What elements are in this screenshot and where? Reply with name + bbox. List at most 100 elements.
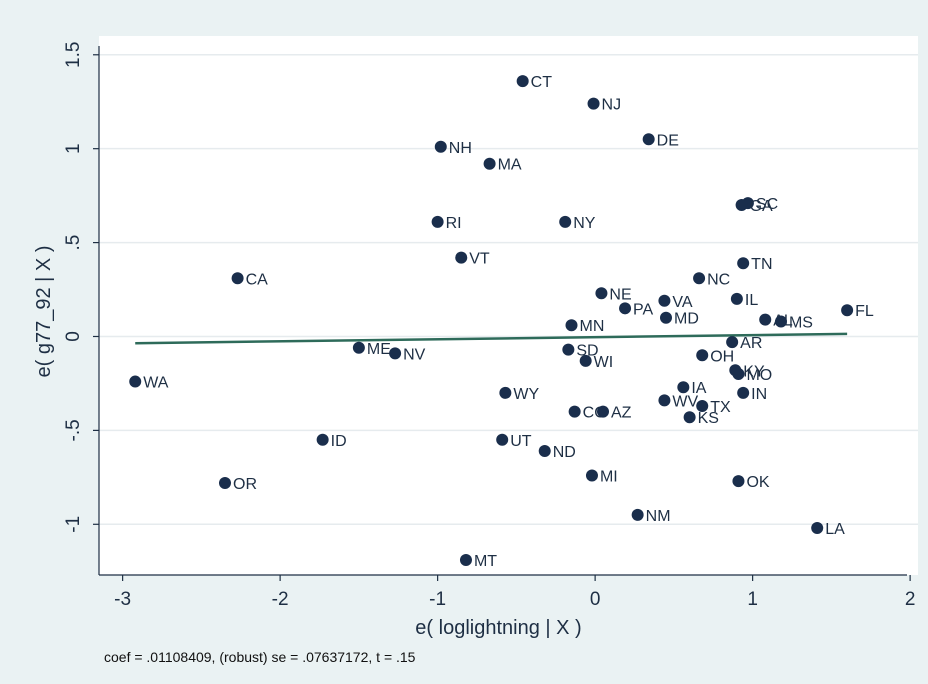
data-point	[538, 445, 551, 458]
plot-area	[99, 36, 918, 575]
data-point	[568, 405, 581, 418]
point-label: MD	[674, 311, 699, 328]
point-label: TX	[710, 399, 731, 416]
data-point	[732, 368, 745, 381]
data-point	[389, 347, 402, 360]
data-point	[585, 469, 598, 482]
data-point	[658, 394, 671, 407]
data-point	[434, 140, 447, 153]
point-label: OH	[710, 348, 734, 365]
y-tick-label: 1	[63, 143, 84, 154]
point-label: SC	[756, 196, 778, 213]
x-tick-label: 0	[590, 589, 601, 610]
regression-note: coef = .01108409, (robust) se = .0763717…	[104, 649, 416, 665]
data-point	[431, 215, 444, 228]
point-label: OR	[233, 476, 257, 493]
data-point	[693, 272, 706, 285]
y-tick-label: 1.5	[63, 42, 84, 68]
data-point	[735, 199, 748, 212]
data-point	[496, 433, 509, 446]
data-point	[231, 272, 244, 285]
point-label: VT	[469, 251, 490, 268]
data-point	[579, 354, 592, 367]
data-point	[737, 386, 750, 399]
data-point	[732, 475, 745, 488]
point-label: WY	[513, 386, 539, 403]
x-tick-label: 2	[905, 589, 916, 610]
y-tick-label: 0	[63, 331, 84, 342]
data-point	[759, 313, 772, 326]
x-tick-label: -1	[429, 589, 446, 610]
point-label: AR	[740, 335, 762, 352]
point-label: IL	[745, 292, 758, 309]
data-point	[219, 476, 231, 489]
data-point	[352, 341, 365, 354]
point-label: MN	[580, 318, 605, 335]
y-tick-label: -.5	[63, 419, 84, 441]
point-label: FL	[855, 303, 874, 320]
point-label: VA	[672, 294, 692, 311]
point-label: LA	[825, 521, 845, 538]
point-label: OK	[746, 474, 769, 491]
point-label: ME	[367, 341, 391, 358]
point-label: MO	[746, 367, 772, 384]
data-point	[587, 97, 600, 110]
data-point	[565, 319, 578, 332]
data-point	[483, 157, 496, 170]
data-point	[631, 508, 644, 521]
x-axis-title: e( loglightning | X )	[415, 617, 581, 639]
data-point	[841, 304, 854, 317]
data-point	[811, 522, 824, 535]
data-point	[737, 257, 750, 270]
point-label: WI	[594, 354, 614, 371]
data-point	[658, 294, 671, 307]
point-label: NC	[707, 271, 730, 288]
data-point	[696, 349, 709, 362]
x-tick-label: -3	[114, 589, 131, 610]
point-label: NM	[646, 508, 671, 525]
data-point	[455, 251, 468, 264]
point-label: NJ	[602, 97, 622, 114]
point-label: CT	[531, 74, 553, 91]
data-point	[642, 133, 655, 146]
data-point	[129, 375, 142, 388]
data-point	[660, 311, 672, 324]
point-label: PA	[633, 301, 653, 318]
data-point	[619, 302, 632, 315]
point-label: TN	[751, 256, 772, 273]
point-label: NY	[573, 215, 596, 232]
point-label: SD	[576, 343, 598, 360]
point-label: WV	[672, 393, 698, 410]
data-point	[499, 386, 512, 399]
data-point	[562, 343, 575, 356]
data-point	[516, 75, 529, 88]
fit-line	[135, 332, 848, 345]
data-point	[595, 287, 608, 300]
y-tick-label: -1	[63, 516, 84, 533]
point-label: NH	[449, 140, 472, 157]
point-label: DE	[657, 132, 679, 149]
data-point	[730, 292, 743, 305]
y-axis-title: e( g77_92 | X )	[33, 246, 55, 378]
data-point	[316, 433, 329, 446]
point-label: GA	[750, 198, 773, 215]
data-point	[683, 411, 696, 424]
point-label: WA	[143, 375, 169, 392]
point-label: NV	[403, 346, 426, 363]
point-label: UT	[510, 433, 532, 450]
point-label: ND	[553, 444, 576, 461]
point-label: ID	[331, 433, 347, 450]
data-point	[597, 405, 609, 418]
point-label: MA	[498, 157, 522, 174]
x-tick-label: -2	[272, 589, 289, 610]
point-label: IA	[691, 380, 706, 397]
point-label: MS	[789, 314, 813, 331]
data-point	[696, 399, 709, 412]
point-label: CA	[246, 271, 269, 288]
data-point	[774, 315, 787, 328]
point-label: RI	[446, 215, 462, 232]
point-label: KS	[698, 410, 719, 427]
point-label: MI	[600, 468, 618, 485]
data-point	[559, 215, 572, 228]
